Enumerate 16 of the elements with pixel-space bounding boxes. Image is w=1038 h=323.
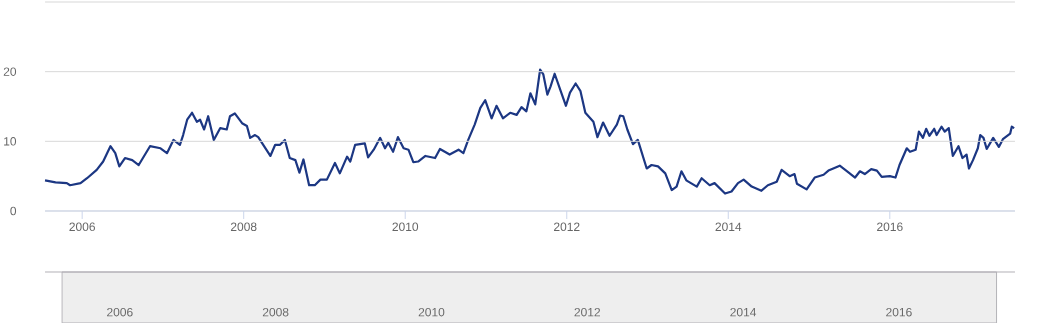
y-tick-label: 0 — [10, 206, 17, 216]
line-series — [43, 68, 1016, 195]
x2-tick-label: 2010 — [418, 307, 445, 317]
y-tick-label: 20 — [3, 67, 17, 76]
x-tick-label: 2010 — [392, 222, 419, 232]
y-tick-label: 10 — [4, 137, 17, 146]
x-tick-label: 2014 — [715, 222, 742, 232]
x-tick-label: 2006 — [69, 222, 95, 232]
x2-tick-label: 2014 — [730, 307, 757, 317]
x-tick-label: 2016 — [877, 222, 903, 232]
x2-tick-label: 2012 — [574, 307, 601, 317]
x-tick-label: 2012 — [554, 222, 580, 232]
x2-tick-label: 2008 — [262, 307, 289, 317]
x-tick-label: 2008 — [230, 222, 257, 232]
x2-tick-label: 2006 — [107, 307, 133, 317]
x2-tick-label: 2016 — [886, 307, 912, 317]
